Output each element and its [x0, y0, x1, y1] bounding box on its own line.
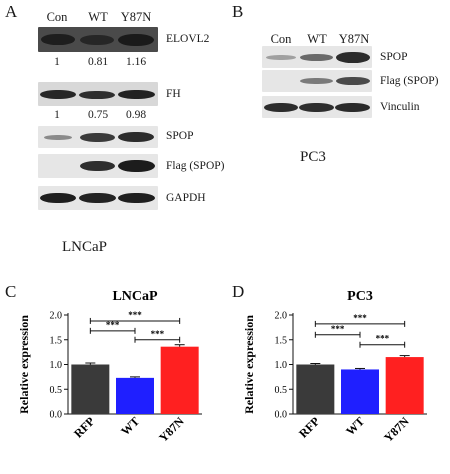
y-tick-label: 0.0 — [50, 410, 63, 421]
bar-chart-lncap: LNCaP Relative expression 0.0 0.5 1.0 1.5 2.0 R… — [17, 289, 202, 445]
category-label-wt: WT — [118, 414, 142, 438]
blot-flag-spop-a — [38, 154, 158, 178]
quant-fh-y87n: 0.98 — [125, 109, 147, 121]
y-tick-label: 1.5 — [275, 335, 288, 346]
y-axis-label: Relative expression — [17, 315, 31, 414]
category-label-rfp: RFP — [71, 414, 97, 440]
significance-label: *** — [376, 334, 390, 344]
y-tick-label: 1.5 — [50, 335, 63, 346]
bar-y87n — [160, 346, 199, 414]
bar-chart-pc3: PC3 Relative expression 0.0 0.5 1.0 1.5 2.0 RFP… — [242, 289, 427, 445]
significance-label: *** — [331, 324, 345, 334]
blot-spop-a — [38, 126, 158, 148]
protein-label-spop-a: SPOP — [166, 130, 194, 142]
significance-label: *** — [128, 310, 142, 320]
protein-label-flag-spop-a: Flag (SPOP) — [166, 160, 225, 172]
blot-fh — [38, 82, 158, 106]
cell-line-label-a: LNCaP — [62, 239, 107, 255]
protein-label-gapdh: GAPDH — [166, 192, 206, 204]
significance-label: *** — [106, 320, 120, 330]
lane-label-y87n-b: Y87N — [338, 32, 370, 46]
lane-label-wt-a: WT — [88, 10, 108, 24]
bar-rfp — [296, 364, 335, 414]
bar-wt — [116, 377, 154, 414]
category-label-rfp: RFP — [296, 414, 322, 440]
blot-vinculin — [262, 96, 372, 118]
lane-label-wt-b: WT — [307, 32, 327, 46]
blot-spop-b — [262, 46, 372, 68]
y-tick-label: 0.5 — [275, 385, 288, 396]
y-tick-label: 0.0 — [275, 410, 288, 421]
lane-label-con-b: Con — [270, 32, 292, 46]
quant-elovl2-y87n: 1.16 — [125, 56, 147, 68]
protein-label-spop-b: SPOP — [380, 51, 408, 63]
bar-y87n — [385, 357, 424, 414]
blot-gapdh — [38, 186, 158, 210]
category-label-wt: WT — [343, 414, 367, 438]
quant-fh-wt: 0.75 — [87, 109, 109, 121]
y-tick-label: 0.5 — [50, 385, 63, 396]
panel-letter-a: A — [5, 2, 18, 21]
protein-label-elovl2: ELOVL2 — [166, 33, 210, 45]
bar-rfp — [71, 364, 110, 414]
y-tick-label: 2.0 — [275, 311, 288, 322]
y-tick-label: 1.0 — [50, 360, 63, 371]
category-label-y87n: Y87N — [156, 414, 187, 445]
blot-elovl2 — [38, 27, 158, 52]
panel-letter-d: D — [232, 282, 245, 301]
blot-flag-spop-b — [262, 70, 372, 92]
quant-elovl2-con: 1 — [54, 56, 60, 68]
quant-fh-con: 1 — [54, 109, 60, 121]
y-tick-label: 2.0 — [50, 311, 63, 322]
protein-label-vinculin: Vinculin — [380, 101, 420, 113]
y-axis-label: Relative expression — [242, 315, 256, 414]
y-tick-label: 1.0 — [275, 360, 288, 371]
significance-label: *** — [151, 329, 165, 339]
protein-label-fh: FH — [166, 88, 181, 100]
panel-letter-b: B — [232, 2, 244, 21]
category-label-y87n: Y87N — [381, 414, 412, 445]
bar-wt — [341, 369, 379, 414]
cell-line-label-b: PC3 — [300, 149, 326, 165]
protein-label-flag-spop-b: Flag (SPOP) — [380, 75, 439, 87]
lane-label-con-a: Con — [46, 10, 68, 24]
lane-label-y87n-a: Y87N — [120, 10, 152, 24]
chart-title: LNCaP — [112, 289, 158, 304]
quant-elovl2-wt: 0.81 — [87, 56, 109, 68]
panel-letter-c: C — [5, 282, 17, 301]
chart-title: PC3 — [347, 289, 373, 304]
significance-label: *** — [353, 313, 367, 323]
